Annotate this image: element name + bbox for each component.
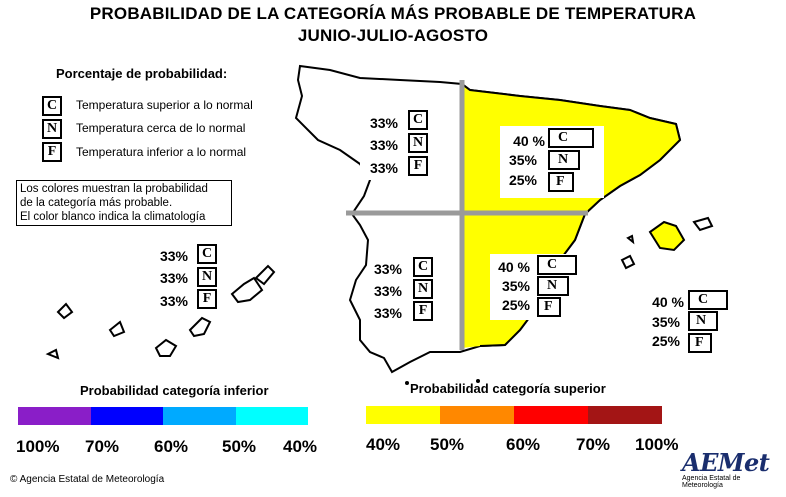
legend-heading: Porcentaje de probabilidad: [56, 66, 228, 81]
northwest-n-box: N [408, 133, 428, 153]
lower-tick: 60% [154, 437, 189, 456]
baleares-n-box: N [688, 311, 718, 331]
map-title: PROBABILIDAD DE LA CATEGORÍA MÁS PROBABL… [89, 4, 697, 23]
lower-scale-title: Probabilidad categoría inferior [80, 383, 269, 398]
southeast-c-pct: 40 % [498, 259, 530, 275]
northeast-f-box: F [548, 172, 574, 192]
canarias-n-pct: 33% [159, 270, 188, 286]
legend-note: Los colores muestran la probabilidad de … [16, 180, 232, 226]
baleares-f-pct: 25% [651, 333, 680, 349]
legend-note-line: Los colores muestran la probabilidad [20, 183, 208, 195]
canary-island-shape [56, 302, 74, 320]
upper-tick: 70% [576, 435, 611, 454]
canary-island-shape [154, 338, 178, 357]
southwest-n-pct: 33% [373, 283, 402, 299]
upper-tick: 100% [635, 435, 679, 454]
legend-label-n: Temperatura cerca de lo normal [76, 121, 246, 135]
southeast-n-pct: 35% [501, 278, 530, 294]
northwest-c-pct: 33% [369, 115, 398, 131]
lower-swatch [235, 407, 308, 425]
canarias-c-box: C [197, 244, 217, 264]
legend-key-f: F [42, 142, 62, 162]
northeast-c-pct: 40 % [513, 133, 545, 149]
upper-tick: 60% [506, 435, 541, 454]
upper-swatch [588, 406, 662, 424]
upper-tick: 40% [366, 435, 401, 454]
legend-note-line: El color blanco indica la climatología [20, 211, 206, 223]
upper-swatch [366, 406, 440, 424]
northeast-c-box: C [548, 128, 594, 148]
southeast-f-pct: 25% [501, 297, 530, 313]
northwest-f-box: F [408, 156, 428, 176]
aemet-logo: AEMet Agencia Estatal de Meteorología [682, 448, 772, 489]
northeast-n-pct: 35% [508, 152, 537, 168]
upper-scale-title: Probabilidad categoría superior [410, 381, 606, 396]
lower-swatch [90, 407, 163, 425]
mallorca-shape [648, 220, 686, 252]
ibiza-shape [620, 254, 636, 270]
lower-tick: 100% [16, 437, 60, 456]
legend-label-f: Temperatura inferior a lo normal [76, 145, 247, 159]
canarias-f-box: F [197, 289, 217, 309]
southwest-f-pct: 33% [373, 305, 402, 321]
lower-tick: 70% [85, 437, 120, 456]
canary-island-shape [108, 320, 126, 338]
aemet-logo-subtitle: Agencia Estatal de Meteorología [682, 475, 741, 489]
aemet-logo-text: AEMet [682, 448, 770, 477]
copyright-text: © Agencia Estatal de Meteorología [10, 474, 165, 485]
northwest-c-box: C [408, 110, 428, 130]
southwest-f-box: F [413, 301, 433, 321]
baleares-c-box: C [688, 290, 728, 310]
legend-key-n: N [42, 119, 62, 139]
southeast-f-box: F [537, 297, 561, 317]
northeast-n-box: N [548, 150, 580, 170]
canarias-f-pct: 33% [159, 293, 188, 309]
canary-island-shape [188, 316, 212, 338]
canary-island-shape [230, 276, 264, 304]
map-subtitle: JUNIO-JULIO-AGOSTO [297, 26, 489, 45]
baleares-n-pct: 35% [651, 314, 680, 330]
upper-tick: 50% [430, 435, 465, 454]
lower-swatch [163, 407, 236, 425]
menorca-shape [692, 216, 714, 232]
southwest-c-pct: 33% [373, 261, 402, 277]
legend-key-c: C [42, 96, 62, 116]
canary-island-shape [254, 264, 276, 286]
canarias-c-pct: 33% [159, 248, 188, 264]
canarias-n-box: N [197, 267, 217, 287]
southeast-c-box: C [537, 255, 577, 275]
upper-swatch [514, 406, 588, 424]
canary-island-shape [45, 348, 60, 360]
baleares-c-pct: 40 % [652, 294, 684, 310]
southeast-n-box: N [537, 276, 569, 296]
lower-tick: 40% [283, 437, 318, 456]
lower-tick: 50% [222, 437, 257, 456]
upper-swatch [440, 406, 514, 424]
northwest-f-pct: 33% [369, 160, 398, 176]
southwest-n-box: N [413, 279, 433, 299]
upper-color-scale [366, 406, 662, 424]
northwest-n-pct: 33% [369, 137, 398, 153]
legend-note-line: de la categoría más probable. [20, 197, 173, 209]
lower-swatch [18, 407, 91, 425]
southwest-c-box: C [413, 257, 433, 277]
northeast-f-pct: 25% [508, 172, 537, 188]
legend-label-c: Temperatura superior a lo normal [76, 98, 253, 112]
baleares-f-box: F [688, 333, 712, 353]
lower-color-scale [18, 407, 308, 425]
